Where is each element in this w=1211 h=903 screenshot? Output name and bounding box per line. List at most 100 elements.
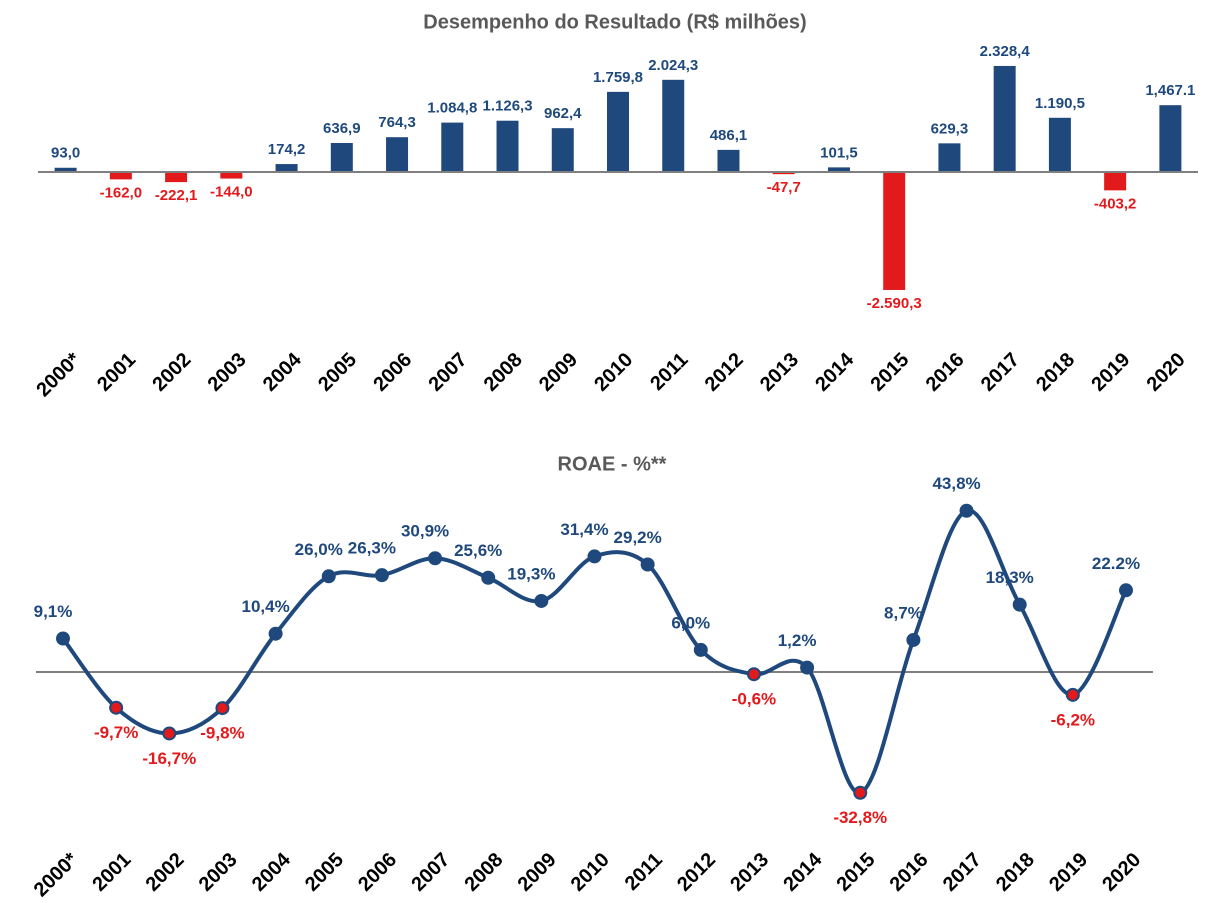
x-tick-label: 2020 [1098, 849, 1145, 896]
x-tick-label: 2011 [621, 849, 667, 895]
bar [1104, 172, 1127, 191]
data-label: 19,3% [507, 564, 555, 583]
x-tick-label: 2018 [992, 849, 1039, 896]
x-tick-label: 2002 [148, 349, 195, 396]
data-label: 43,8% [932, 474, 980, 493]
x-tick-label: 2004 [259, 348, 307, 396]
x-tick-label: 2003 [204, 349, 251, 396]
point [374, 568, 389, 583]
x-tick-label: 2002 [142, 849, 189, 896]
x-tick-label: 2018 [1032, 349, 1079, 396]
data-label: -6,2% [1051, 710, 1095, 729]
point [215, 701, 230, 716]
data-label: 1,467.1 [1145, 82, 1195, 99]
x-tick-label: 2010 [590, 349, 637, 396]
x-tick-label: 2016 [922, 349, 969, 396]
bar [993, 65, 1016, 172]
data-label: -9,8% [200, 724, 244, 743]
data-label: 1.084,8 [427, 100, 477, 117]
point [693, 642, 708, 657]
data-label: 8,7% [884, 603, 923, 622]
x-tick-label: 2000* [32, 349, 85, 402]
x-tick-label: 2005 [301, 849, 348, 896]
x-tick-label: 2008 [460, 849, 507, 896]
data-label: 31,4% [560, 520, 608, 539]
data-label: 1.190,5 [1035, 95, 1085, 112]
data-label: -32,8% [833, 808, 887, 827]
bar [662, 79, 685, 172]
data-label: 636,9 [323, 120, 361, 137]
x-tick-label: 2001 [88, 849, 135, 896]
bar [441, 122, 464, 172]
data-label: 6,0% [671, 613, 710, 632]
x-tick-label: 2011 [646, 349, 692, 395]
x-tick-label: 2013 [756, 349, 803, 396]
bar [386, 137, 409, 172]
x-tick-label: 2014 [779, 848, 827, 896]
point [428, 551, 443, 566]
data-label: 2.328,4 [980, 43, 1031, 60]
x-tick-label: 2005 [314, 349, 361, 396]
bar [827, 167, 850, 172]
data-label: 1.126,3 [483, 98, 533, 115]
point [268, 626, 283, 641]
x-tick-label: 2006 [369, 349, 416, 396]
bar [1159, 105, 1182, 172]
bar [496, 120, 519, 172]
data-label: -144,0 [210, 184, 253, 201]
data-label: -222,1 [155, 187, 198, 204]
x-tick-label: 2009 [535, 349, 582, 396]
data-label: -403,2 [1094, 195, 1137, 212]
x-tick-label: 2015 [832, 849, 879, 896]
data-label: 9,1% [34, 602, 73, 621]
data-label: 2.024,3 [648, 57, 698, 74]
point [587, 549, 602, 564]
x-tick-label: 2012 [673, 849, 720, 896]
data-label: 10,4% [241, 597, 289, 616]
x-tick-label: 2007 [425, 349, 472, 396]
bar [883, 172, 906, 290]
point [906, 632, 921, 647]
x-tick-label: 2009 [514, 849, 561, 896]
x-tick-label: 2001 [93, 349, 140, 396]
x-tick-label: 2019 [1045, 849, 1092, 896]
data-label: 30,9% [401, 522, 449, 541]
point [853, 785, 868, 800]
data-label: -9,7% [94, 723, 138, 742]
data-label: 101,5 [820, 144, 858, 161]
bar [165, 172, 188, 183]
point [1012, 597, 1027, 612]
point [746, 667, 761, 682]
x-tick-label: 2013 [726, 849, 773, 896]
point [1119, 583, 1133, 598]
bar [607, 91, 629, 172]
point [321, 569, 336, 584]
x-tick-label: 2017 [939, 849, 986, 896]
data-label: 93,0 [51, 145, 80, 162]
data-label: 25,6% [454, 541, 502, 560]
data-label: 486,1 [710, 127, 748, 144]
bar [1048, 117, 1071, 172]
point [640, 557, 655, 572]
x-tick-label: 2016 [886, 849, 933, 896]
x-tick-label: 2019 [1087, 349, 1134, 396]
x-tick-label: 2017 [977, 349, 1024, 396]
point [800, 660, 815, 675]
data-label: 962,4 [544, 105, 582, 122]
bar [220, 172, 243, 179]
x-tick-label: 2010 [567, 849, 614, 896]
data-label: -16,7% [142, 749, 196, 768]
x-tick-label: 2003 [195, 849, 242, 896]
x-tick-label: 2007 [407, 849, 454, 896]
x-tick-label: 2000* [30, 849, 83, 902]
chart-title: ROAE - %** [558, 453, 667, 475]
point [534, 593, 549, 608]
point [56, 631, 70, 646]
data-label: 29,2% [614, 528, 662, 547]
x-tick-label: 2020 [1143, 349, 1190, 396]
x-tick-label: 2004 [248, 848, 296, 896]
x-tick-label: 2008 [480, 349, 527, 396]
bar [109, 172, 132, 180]
bar [717, 149, 740, 172]
data-label: 18,3% [986, 568, 1034, 587]
